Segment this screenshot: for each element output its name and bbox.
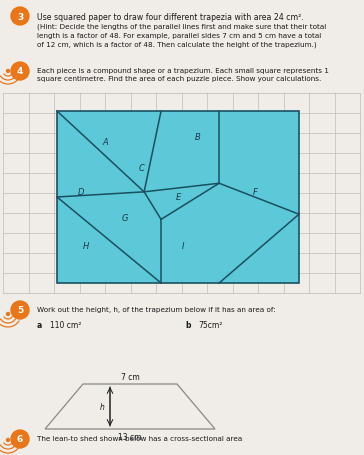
Text: 4: 4 — [17, 67, 23, 76]
Text: 13 cm: 13 cm — [118, 432, 142, 441]
Circle shape — [7, 71, 9, 73]
Circle shape — [7, 313, 9, 316]
Text: Work out the height, h, of the trapezium below if it has an area of:: Work out the height, h, of the trapezium… — [37, 306, 276, 312]
Text: b: b — [185, 320, 190, 329]
Text: h: h — [100, 402, 104, 411]
Circle shape — [11, 63, 29, 81]
Text: G: G — [122, 214, 128, 222]
Circle shape — [11, 301, 29, 319]
Text: C: C — [139, 164, 145, 173]
Text: 7 cm: 7 cm — [120, 372, 139, 381]
Circle shape — [11, 8, 29, 26]
Text: 75cm²: 75cm² — [198, 320, 222, 329]
Text: A: A — [103, 138, 108, 147]
Text: a: a — [37, 320, 42, 329]
Text: F: F — [253, 188, 258, 197]
Text: B: B — [194, 133, 200, 142]
Text: I: I — [182, 241, 184, 250]
Text: H: H — [83, 241, 89, 250]
Text: 3: 3 — [17, 12, 23, 21]
Text: 5: 5 — [17, 306, 23, 315]
Text: (Hint: Decide the lengths of the parallel lines first and make sure that their t: (Hint: Decide the lengths of the paralle… — [37, 24, 326, 47]
Text: 6: 6 — [17, 435, 23, 444]
Text: Each piece is a compound shape or a trapezium. Each small square represents 1
sq: Each piece is a compound shape or a trap… — [37, 68, 329, 82]
Polygon shape — [45, 384, 215, 429]
Circle shape — [11, 430, 29, 448]
Text: E: E — [175, 193, 181, 202]
Text: D: D — [78, 188, 84, 197]
Text: The lean-to shed shown below has a cross-sectional area: The lean-to shed shown below has a cross… — [37, 435, 242, 441]
Circle shape — [7, 439, 9, 441]
Text: 110 cm²: 110 cm² — [50, 320, 82, 329]
Polygon shape — [57, 112, 299, 283]
Text: Use squared paper to draw four different trapezia with area 24 cm².: Use squared paper to draw four different… — [37, 13, 304, 22]
